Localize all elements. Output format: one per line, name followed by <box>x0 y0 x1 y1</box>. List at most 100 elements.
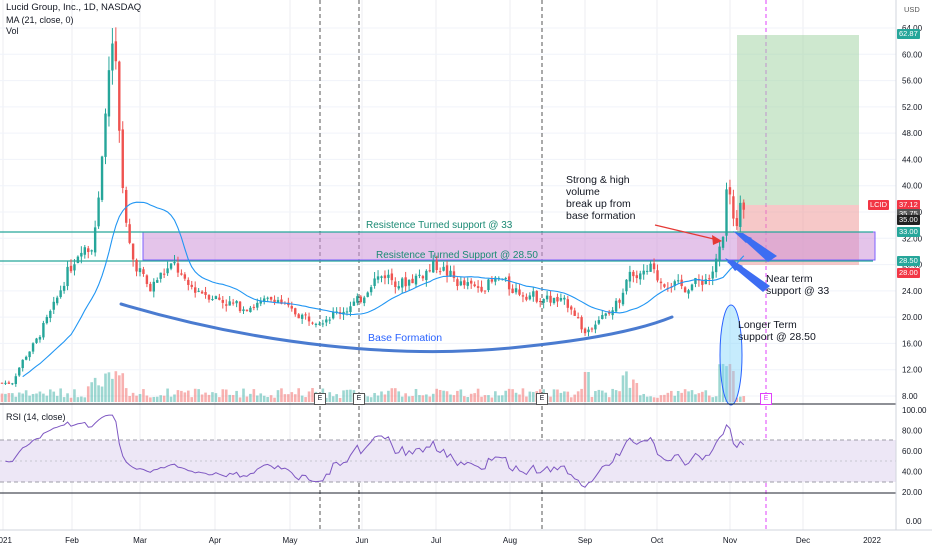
candle-body <box>528 295 532 300</box>
candle-body <box>373 278 376 286</box>
earnings-marker[interactable]: E <box>314 393 326 405</box>
volume-bar <box>11 393 14 402</box>
volume-bar <box>86 386 90 402</box>
volume-bar <box>376 395 380 402</box>
candle-body <box>559 298 563 301</box>
volume-bar <box>173 394 176 402</box>
volume-bar <box>645 396 649 402</box>
volume-bar <box>704 390 708 402</box>
price-tick-label: 20.00 <box>902 313 923 322</box>
candle-body <box>11 383 14 385</box>
profit-zone[interactable] <box>737 35 859 205</box>
candle-body <box>145 275 149 284</box>
candle-body <box>621 292 625 305</box>
candle-body <box>80 252 83 257</box>
volume-bar <box>587 372 590 402</box>
volume-bar <box>17 392 21 402</box>
candle-body <box>542 298 545 303</box>
candle-body <box>276 300 280 304</box>
candle-body <box>673 281 676 287</box>
candle-body <box>269 296 273 300</box>
candle-body <box>732 196 735 219</box>
candle-body <box>614 300 618 312</box>
candle-body <box>69 265 73 272</box>
candle-body <box>573 310 576 316</box>
candle-body <box>645 270 649 272</box>
rsi-tick-label: 80.00 <box>902 427 923 436</box>
volume-bar <box>404 393 407 402</box>
base-formation-curve[interactable] <box>119 302 674 354</box>
candle-body <box>570 306 573 310</box>
volume-bar <box>463 396 466 402</box>
earnings-marker[interactable]: E <box>536 393 548 405</box>
candle-body <box>445 265 449 276</box>
volume-bar <box>128 395 131 402</box>
price-tick-label: 12.00 <box>902 366 923 375</box>
ma-indicator-label[interactable]: MA (21, close, 0) <box>6 15 74 25</box>
volume-bar <box>7 393 11 402</box>
volume-bar <box>90 382 93 402</box>
candle-body <box>200 291 204 294</box>
candle-body <box>394 281 397 287</box>
volume-highlight-ellipse[interactable] <box>719 304 743 406</box>
candle-body <box>35 338 38 343</box>
volume-bar <box>49 389 52 402</box>
resistance-33-label[interactable]: Resistence Turned support @ 33 <box>366 220 513 231</box>
upcoming-earnings-marker[interactable]: E <box>760 393 772 405</box>
candle-body <box>435 260 438 271</box>
rsi-indicator-label[interactable]: RSI (14, close) <box>6 412 66 422</box>
volume-bar <box>190 397 194 402</box>
volume-bar <box>42 393 45 402</box>
candle-body <box>380 276 383 278</box>
candle-body <box>280 299 283 304</box>
rsi-axis[interactable]: 20.00 40.00 60.00 80.00 100.00 0.00 <box>902 406 927 526</box>
volume-bar <box>31 393 35 402</box>
candle-body <box>42 322 45 338</box>
candle-body <box>356 296 359 303</box>
volume-bar <box>521 388 525 402</box>
longer-term-note[interactable]: Longer Term support @ 28.50 <box>738 319 816 343</box>
price-tick-label: 16.00 <box>902 339 923 348</box>
volume-bar <box>4 393 7 402</box>
volume-bar <box>183 392 187 402</box>
volume-bar <box>52 391 56 402</box>
candle-body <box>183 274 187 279</box>
candle-body <box>135 259 138 272</box>
candle-body <box>73 264 76 271</box>
volume-indicator-label[interactable]: Vol <box>6 26 19 36</box>
candle-body <box>476 286 480 288</box>
candle-body <box>162 273 166 275</box>
breakout-note[interactable]: Strong & high volume break up from base … <box>566 174 636 222</box>
near-term-note[interactable]: Near term support @ 33 <box>766 273 830 297</box>
price-tick-label: 8.00 <box>902 392 918 401</box>
candle-body <box>735 218 739 227</box>
candle-body <box>452 271 456 279</box>
volume-bar <box>407 396 411 402</box>
candle-body <box>290 306 293 309</box>
candle-body <box>325 319 328 323</box>
candle-body <box>407 279 411 286</box>
candle-body <box>242 309 245 312</box>
candle-body <box>231 302 235 304</box>
candle-body <box>273 299 276 303</box>
candle-body <box>473 284 476 287</box>
volume-bar <box>269 395 273 402</box>
volume-bar <box>55 395 59 402</box>
candle-body <box>263 298 266 302</box>
earnings-marker[interactable]: E <box>353 393 365 405</box>
candle-body <box>169 263 173 269</box>
candle-body <box>552 297 556 304</box>
annotation-arrows[interactable] <box>654 224 777 292</box>
base-formation-label[interactable]: Base Formation <box>368 332 443 344</box>
volume-bar <box>59 388 62 402</box>
volume-bar <box>525 396 528 402</box>
stop-price-tag: 28.00 <box>897 268 920 278</box>
time-axis[interactable]: 2021 Feb Mar Apr May Jun Jul Aug Sep Oct Nov Dec 202… <box>0 536 881 545</box>
resistance-2850-label[interactable]: Resistence Turned Support @ 28.50 <box>376 250 538 261</box>
volume-bar <box>228 394 231 402</box>
price-candles <box>0 27 745 387</box>
candle-body <box>211 299 214 301</box>
candle-body <box>583 328 587 334</box>
candle-body <box>590 328 594 330</box>
